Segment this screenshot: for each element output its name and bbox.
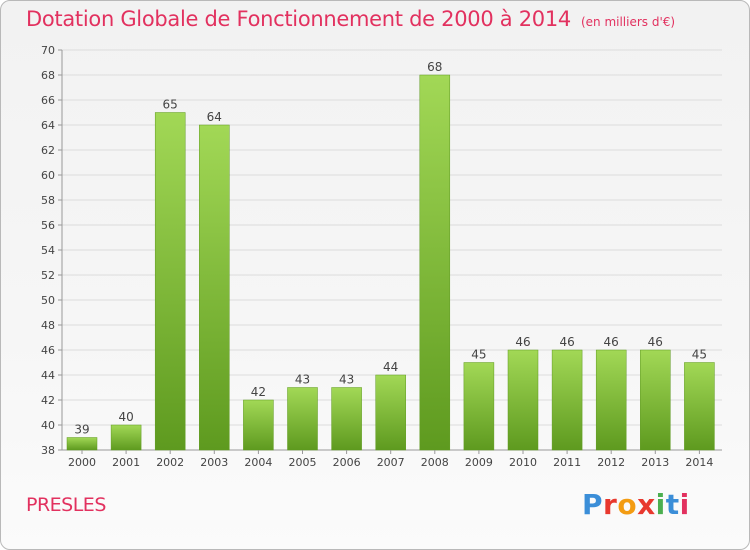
x-tick-label-2010: 2010 — [509, 456, 537, 469]
data-label-2004: 42 — [251, 385, 266, 399]
y-tick-label: 50 — [41, 294, 55, 307]
bars — [66, 74, 715, 451]
y-tick-label: 44 — [41, 369, 55, 382]
place-name: PRESLES — [26, 494, 106, 516]
y-tick-label: 68 — [41, 69, 55, 82]
data-label-2007: 44 — [383, 360, 398, 374]
bar-2001 — [110, 424, 142, 451]
y-tick-labels: 38 40 42 44 46 48 50 52 54 56 58 60 62 64 66 68 70 — [41, 44, 55, 457]
data-label-2010: 46 — [515, 335, 530, 349]
logo-letter: o — [617, 488, 638, 521]
data-label-2006: 43 — [339, 373, 354, 387]
data-label-2014: 45 — [692, 348, 707, 362]
y-tick-label: 46 — [41, 344, 55, 357]
chart-title-text: Dotation Globale de Fonctionnement de 20… — [26, 7, 571, 31]
y-tick-label: 64 — [41, 119, 55, 132]
data-labels: 39 40 65 64 42 43 43 44 68 45 46 46 46 46 45 — [74, 60, 707, 437]
bar-2006 — [331, 387, 362, 451]
y-tick-label: 48 — [41, 319, 55, 332]
y-tick-label: 66 — [41, 94, 55, 107]
x-tick-label-2007: 2007 — [377, 456, 405, 469]
logo-letter: t — [665, 488, 680, 521]
logo-letter: r — [603, 488, 618, 521]
bar-2008 — [419, 74, 451, 451]
y-tick-label: 54 — [41, 244, 55, 257]
bar-2010 — [507, 349, 539, 451]
x-tick-labels: 2000 2001 2002 2003 2004 2005 2006 2007 2008 2009… — [68, 450, 713, 469]
x-tick-label-2000: 2000 — [68, 456, 96, 469]
x-tick-label-2011: 2011 — [553, 456, 581, 469]
y-tick-label: 58 — [41, 194, 55, 207]
bar-2003 — [199, 124, 230, 451]
x-tick-label-2008: 2008 — [421, 456, 449, 469]
data-label-2001: 40 — [118, 410, 133, 424]
bar-2002 — [154, 112, 186, 451]
bar-2004 — [243, 399, 274, 451]
x-tick-label-2001: 2001 — [112, 456, 140, 469]
data-label-2003: 64 — [207, 110, 222, 124]
bar-2012 — [595, 349, 627, 451]
bar-2013 — [640, 349, 671, 451]
x-tick-label-2005: 2005 — [289, 456, 317, 469]
x-tick-label-2003: 2003 — [200, 456, 228, 469]
y-tick-label: 52 — [41, 269, 55, 282]
data-label-2009: 45 — [471, 348, 486, 362]
x-tick-label-2012: 2012 — [597, 456, 625, 469]
logo-letter: i — [679, 488, 690, 521]
bar-2007 — [375, 374, 406, 451]
bar-2000 — [66, 437, 98, 451]
data-label-2008: 68 — [427, 60, 442, 74]
bar-2005 — [287, 387, 318, 451]
chart-title: Dotation Globale de Fonctionnement de 20… — [26, 7, 675, 31]
x-tick-label-2013: 2013 — [641, 456, 669, 469]
bar-2009 — [463, 362, 495, 451]
y-tick-label: 38 — [41, 444, 55, 457]
x-tick-label-2014: 2014 — [685, 456, 713, 469]
data-label-2013: 46 — [648, 335, 663, 349]
logo-letter: P — [582, 488, 604, 521]
x-tick-label-2009: 2009 — [465, 456, 493, 469]
chart-subtitle: (en milliers d'€) — [580, 15, 676, 29]
y-tick-label: 60 — [41, 169, 55, 182]
data-label-2005: 43 — [295, 373, 310, 387]
data-label-2012: 46 — [604, 335, 619, 349]
y-tick-label: 70 — [41, 44, 55, 57]
x-tick-label-2006: 2006 — [333, 456, 361, 469]
data-label-2002: 65 — [163, 98, 178, 112]
bar-2014 — [684, 362, 715, 451]
logo-letter: x — [637, 488, 656, 521]
y-tick-label: 40 — [41, 419, 55, 432]
x-tick-label-2002: 2002 — [156, 456, 184, 469]
y-tick-label: 62 — [41, 144, 55, 157]
y-tick-label: 42 — [41, 394, 55, 407]
bar-2011 — [551, 349, 583, 451]
y-tick-label: 56 — [41, 219, 55, 232]
data-label-2000: 39 — [74, 423, 89, 437]
logo-letter: i — [655, 488, 666, 521]
data-label-2011: 46 — [559, 335, 574, 349]
x-tick-label-2004: 2004 — [244, 456, 272, 469]
proxiti-logo[interactable]: Proxiti — [582, 488, 690, 521]
